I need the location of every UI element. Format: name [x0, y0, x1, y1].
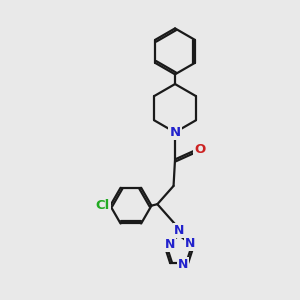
Text: N: N: [185, 236, 195, 250]
Text: Cl: Cl: [96, 199, 110, 212]
Text: N: N: [178, 258, 188, 271]
Text: O: O: [194, 143, 206, 156]
Text: N: N: [174, 224, 184, 238]
Text: N: N: [164, 238, 175, 251]
Text: N: N: [169, 126, 181, 139]
